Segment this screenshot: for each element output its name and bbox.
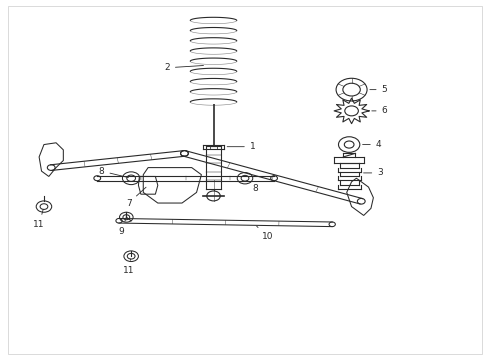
- Text: 5: 5: [370, 85, 388, 94]
- Text: 3: 3: [364, 168, 383, 177]
- Text: 7: 7: [126, 187, 146, 207]
- Text: 10: 10: [257, 226, 273, 241]
- Text: 8: 8: [247, 180, 258, 193]
- Text: 8: 8: [99, 167, 128, 177]
- Text: 2: 2: [164, 63, 203, 72]
- Text: 9: 9: [119, 220, 125, 236]
- Text: 4: 4: [363, 140, 381, 149]
- Text: 6: 6: [372, 107, 388, 116]
- Text: 11: 11: [123, 259, 134, 275]
- Text: 1: 1: [227, 142, 256, 151]
- Text: 11: 11: [33, 209, 45, 229]
